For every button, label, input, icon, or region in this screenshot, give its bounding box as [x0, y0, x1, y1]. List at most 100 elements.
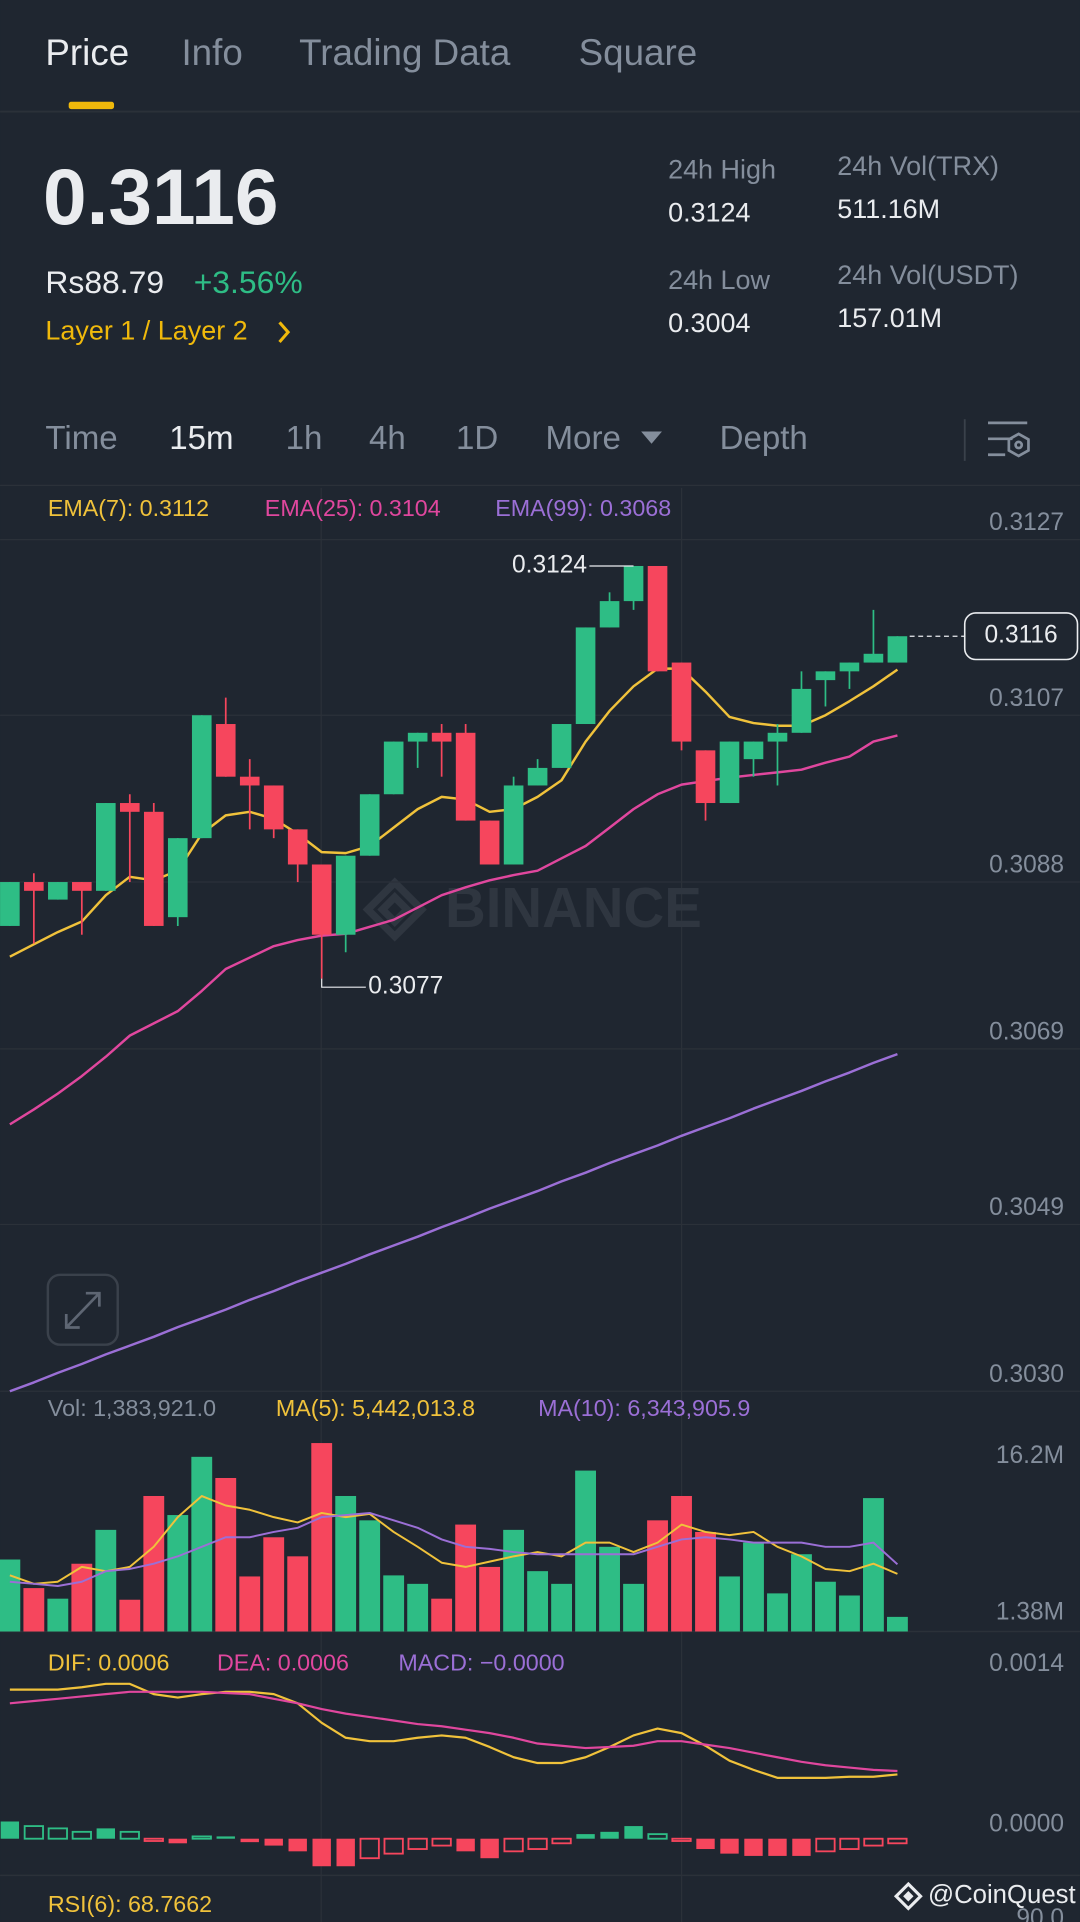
macd-bar	[312, 1838, 331, 1867]
interval[interactable]: 15m	[169, 420, 233, 457]
volume-bar	[791, 1554, 812, 1632]
volume-bar	[455, 1524, 477, 1632]
candle-body	[479, 820, 500, 865]
macd-bar	[431, 1837, 452, 1847]
volume-bar	[839, 1595, 860, 1632]
volume-bar	[503, 1529, 525, 1632]
candle-body	[695, 750, 716, 804]
macd-bar	[815, 1837, 836, 1853]
volume-bar	[119, 1599, 141, 1632]
candle-body	[96, 803, 116, 891]
candle-body	[119, 803, 140, 812]
legend-entry: RSI(6): 68.7662	[48, 1891, 212, 1917]
interval[interactable]: Time	[45, 420, 117, 457]
tab[interactable]: Price	[45, 32, 129, 73]
y-tick-label: 1.38M	[996, 1599, 1064, 1626]
volume-bar	[215, 1477, 237, 1632]
candle-body	[671, 662, 692, 742]
interval[interactable]: 4h	[369, 420, 406, 457]
macd-bar	[71, 1830, 92, 1840]
settings-icon[interactable]	[988, 421, 1030, 458]
macd-bar	[480, 1838, 499, 1859]
volume-bar	[623, 1583, 644, 1632]
macd-bar	[47, 1827, 68, 1840]
watermark: BINANCE	[445, 876, 702, 939]
macd-bar	[240, 1838, 259, 1843]
volume-bar	[167, 1515, 189, 1632]
price-change: +3.56%	[194, 264, 303, 300]
macd-bar	[671, 1837, 692, 1842]
low-marker	[321, 978, 366, 988]
legend-entry: MACD: −0.0000	[398, 1650, 564, 1676]
volume-bar	[359, 1520, 381, 1632]
volume-bar	[887, 1616, 908, 1632]
candle-body	[743, 741, 764, 760]
expand-button[interactable]	[46, 1273, 119, 1346]
last-price-label: 0.3116	[985, 622, 1058, 649]
tab[interactable]: Info	[181, 32, 242, 73]
volume-bar	[431, 1598, 453, 1632]
macd-bar	[143, 1837, 164, 1842]
volume-bar	[71, 1563, 93, 1632]
high-label: 0.3124	[512, 551, 587, 578]
volume-bar	[719, 1576, 740, 1632]
stat-label: 24h Vol(TRX)	[837, 151, 999, 181]
macd-bar	[551, 1837, 572, 1845]
macd-bar	[768, 1838, 787, 1856]
volume-bar	[239, 1576, 261, 1632]
last-price: 0.3116	[43, 153, 279, 241]
candle-body	[575, 627, 596, 725]
candle-body	[839, 662, 860, 672]
tab[interactable]: Trading Data	[299, 32, 511, 73]
legend-entry: MA(5): 5,442,013.8	[276, 1395, 475, 1421]
interval[interactable]: Depth	[720, 420, 808, 457]
macd-bar	[887, 1837, 908, 1845]
volume-bar	[863, 1498, 884, 1632]
candle-body	[48, 882, 68, 900]
tab[interactable]: Square	[579, 32, 698, 73]
interval[interactable]: 1h	[286, 420, 323, 457]
macd-bar	[359, 1837, 380, 1860]
fiat-price: Rs88.79	[45, 264, 164, 300]
macd-bar	[863, 1837, 884, 1847]
macd-bar	[0, 1821, 20, 1839]
candle-body	[719, 741, 740, 804]
candle-body	[431, 732, 452, 742]
macd-bar	[264, 1838, 283, 1846]
macd-bar	[576, 1834, 595, 1839]
volume-bar	[527, 1571, 549, 1632]
y-tick-label: 0.0000	[989, 1811, 1064, 1838]
tags[interactable]: Layer 1 / Layer 2	[45, 315, 247, 345]
stat-value: 157.01M	[837, 303, 942, 333]
credit: @CoinQuest	[928, 1881, 1076, 1909]
stat-value: 0.3004	[668, 308, 750, 338]
macd-bar	[600, 1831, 619, 1839]
ma-line	[9, 1495, 898, 1585]
y-tick-label: 0.3049	[989, 1194, 1064, 1221]
candle-body	[551, 724, 572, 768]
candle-body	[167, 838, 188, 918]
macd-bar	[119, 1830, 140, 1840]
candle-body	[623, 565, 644, 602]
macd-bar	[720, 1838, 739, 1854]
candle-body	[599, 601, 620, 628]
candle-body	[239, 776, 260, 786]
candle-body	[407, 732, 428, 742]
macd-bar	[744, 1838, 763, 1856]
interval[interactable]: 1D	[456, 420, 498, 457]
legend-entry: DEA: 0.0006	[217, 1650, 349, 1676]
macd-line	[9, 1690, 898, 1773]
volume-bar	[0, 1559, 21, 1632]
volume-bar	[95, 1529, 117, 1632]
candle-body	[383, 741, 404, 795]
low-label: 0.3077	[368, 973, 443, 1000]
y-tick-label: 0.3127	[989, 509, 1064, 536]
volume-bar	[743, 1542, 764, 1632]
candle-body	[359, 794, 380, 856]
legend-entry: EMA(25): 0.3104	[265, 495, 441, 521]
interval[interactable]: More	[546, 420, 621, 457]
stat-value: 511.16M	[837, 194, 940, 224]
macd-bar	[168, 1838, 187, 1844]
